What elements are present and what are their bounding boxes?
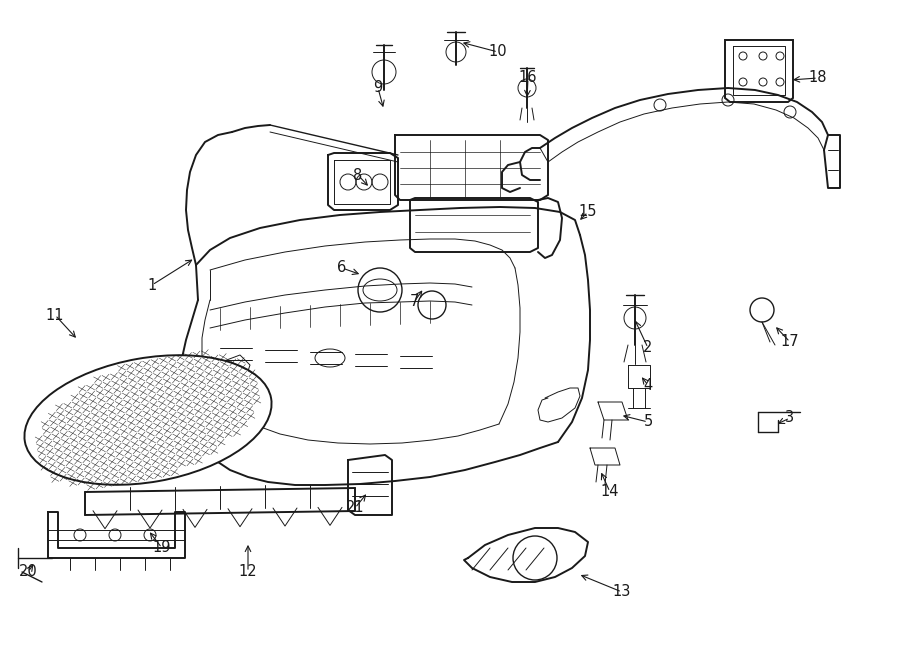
Text: 13: 13 <box>613 584 631 600</box>
Text: 21: 21 <box>346 500 365 516</box>
Text: 10: 10 <box>489 44 508 59</box>
Text: 12: 12 <box>238 564 257 580</box>
Text: 5: 5 <box>644 414 652 430</box>
Text: 3: 3 <box>786 410 795 426</box>
Text: 17: 17 <box>780 334 799 350</box>
Text: 19: 19 <box>153 541 171 555</box>
Ellipse shape <box>24 355 272 485</box>
Text: 14: 14 <box>601 485 619 500</box>
Text: 16: 16 <box>518 71 537 85</box>
Text: 8: 8 <box>354 167 363 182</box>
Text: 6: 6 <box>338 260 346 276</box>
Text: 11: 11 <box>46 307 64 323</box>
Text: 2: 2 <box>644 340 652 356</box>
Text: 1: 1 <box>148 278 157 293</box>
Text: 9: 9 <box>374 81 382 95</box>
Text: 18: 18 <box>809 71 827 85</box>
Text: 20: 20 <box>19 564 38 580</box>
Text: 4: 4 <box>644 377 652 393</box>
Text: 15: 15 <box>579 204 598 219</box>
Text: 7: 7 <box>410 295 418 309</box>
